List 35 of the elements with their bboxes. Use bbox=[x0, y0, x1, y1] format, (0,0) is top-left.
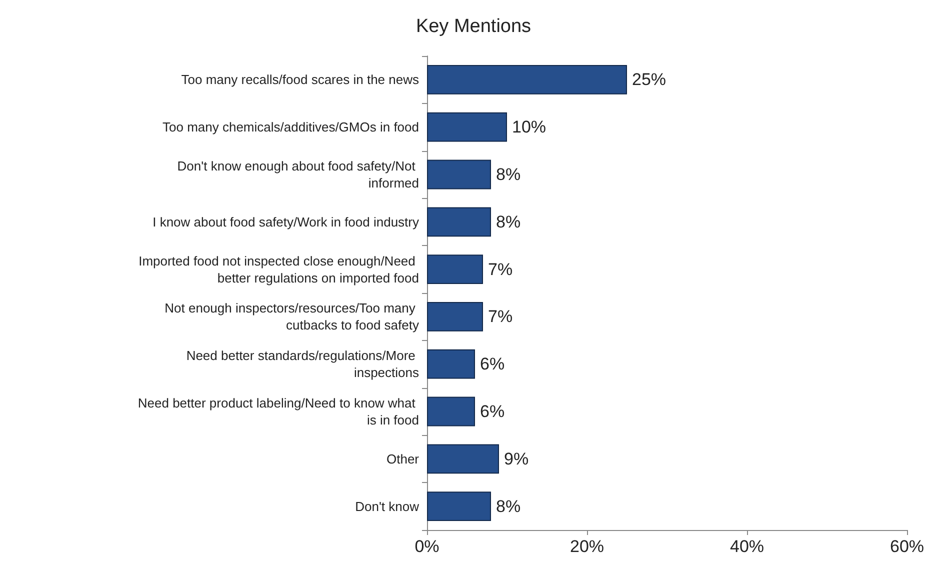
data-label: 9% bbox=[504, 449, 529, 468]
data-label: 8% bbox=[496, 165, 521, 184]
bar bbox=[427, 444, 499, 474]
y-tick-label: Too many recalls/food scares in the news bbox=[181, 72, 420, 88]
y-tick-label: Other bbox=[386, 451, 420, 466]
y-tick-label: Imported food not inspected close enough/Need better regulations on imported food bbox=[138, 253, 419, 286]
bar bbox=[427, 302, 483, 332]
y-tick-label: Need better product labeling/Need to know what is in food bbox=[138, 396, 419, 428]
x-tick-label: 40% bbox=[730, 537, 764, 556]
y-tick-label: Don't know bbox=[355, 498, 420, 514]
data-label: 6% bbox=[480, 402, 505, 421]
x-tick-label: 0% bbox=[414, 537, 440, 556]
y-tick-label: Don't know enough about food safety/Not informed bbox=[177, 158, 419, 190]
data-label: 7% bbox=[488, 260, 513, 279]
y-tick-label: Need better standards/regulations/More inspections bbox=[186, 348, 420, 380]
y-tick-label: Not enough inspectors/resources/Too many cutbacks to food safety bbox=[164, 300, 420, 333]
bar bbox=[427, 492, 491, 521]
data-label: 25% bbox=[632, 70, 666, 90]
x-tick-label: 60% bbox=[890, 537, 924, 556]
data-label: 8% bbox=[496, 496, 521, 516]
data-label: 10% bbox=[512, 118, 546, 137]
bar bbox=[427, 349, 475, 379]
bar bbox=[427, 65, 627, 94]
bar bbox=[427, 396, 475, 426]
bar bbox=[427, 254, 483, 284]
y-tick-label: Too many chemicals/additives/GMOs in food bbox=[162, 120, 419, 135]
data-label: 6% bbox=[480, 354, 505, 374]
bar bbox=[427, 207, 491, 237]
chart-title: Key Mentions bbox=[416, 16, 532, 37]
y-tick-label: I know about food safety/Work in food industry bbox=[152, 214, 420, 230]
data-label: 7% bbox=[488, 307, 513, 326]
x-tick-label: 20% bbox=[570, 537, 604, 556]
data-label: 8% bbox=[496, 212, 521, 232]
bar bbox=[427, 160, 491, 190]
bar bbox=[427, 112, 507, 142]
